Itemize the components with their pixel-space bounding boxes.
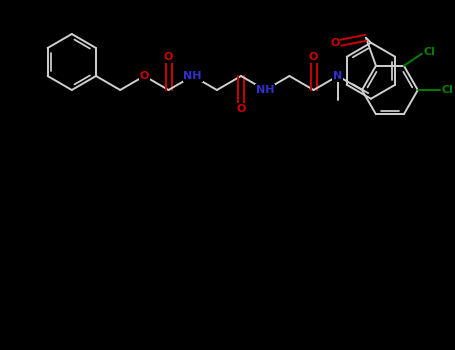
Text: O: O xyxy=(237,104,246,114)
Text: Cl: Cl xyxy=(424,47,436,57)
Text: Cl: Cl xyxy=(442,85,454,95)
Text: NH: NH xyxy=(183,71,202,81)
Text: O: O xyxy=(164,52,173,62)
Text: O: O xyxy=(140,71,149,81)
Text: O: O xyxy=(309,52,318,62)
Text: N: N xyxy=(333,71,343,81)
Text: O: O xyxy=(330,38,339,48)
Text: NH: NH xyxy=(256,85,274,95)
